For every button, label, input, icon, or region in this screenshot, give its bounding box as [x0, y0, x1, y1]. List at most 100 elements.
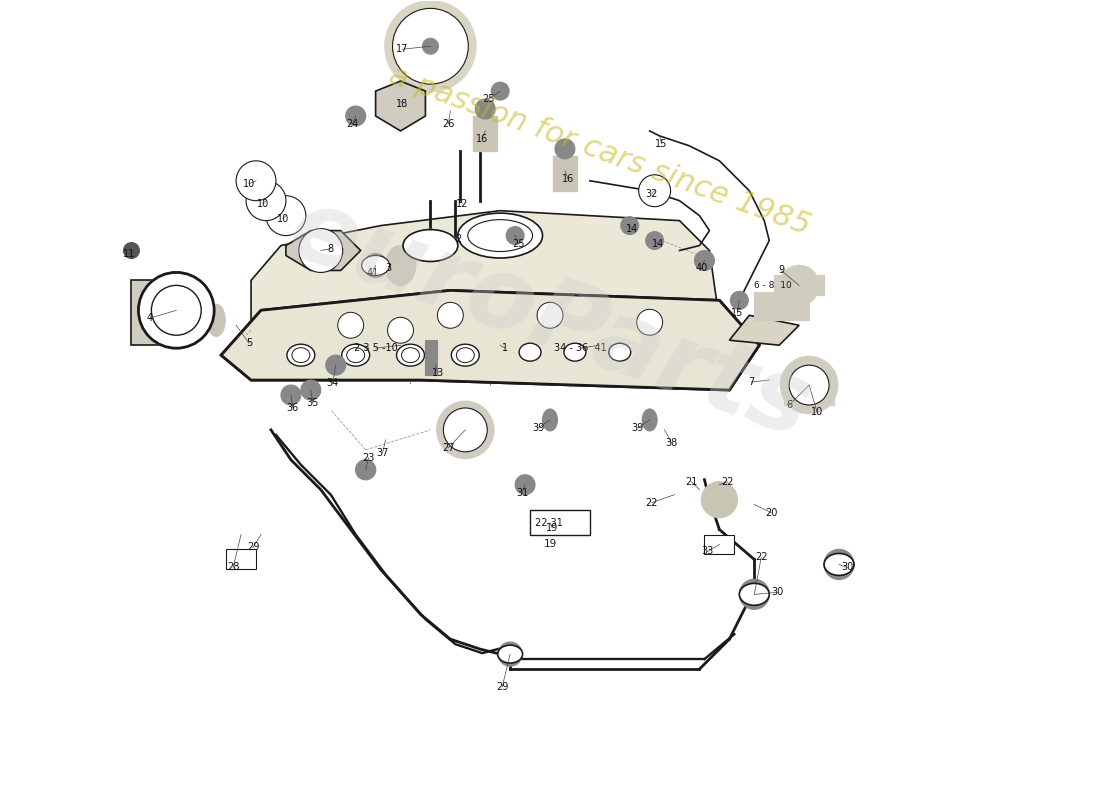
- Text: 24: 24: [346, 119, 359, 129]
- Circle shape: [393, 8, 469, 84]
- Text: 16: 16: [476, 134, 488, 144]
- Circle shape: [779, 266, 820, 306]
- Circle shape: [620, 217, 639, 234]
- Text: 34: 34: [327, 378, 339, 388]
- Ellipse shape: [362, 255, 389, 275]
- Ellipse shape: [497, 645, 522, 663]
- Ellipse shape: [458, 213, 542, 258]
- Text: 25: 25: [512, 238, 525, 249]
- Ellipse shape: [402, 348, 419, 362]
- Circle shape: [152, 286, 201, 335]
- Text: 38: 38: [666, 438, 678, 448]
- Circle shape: [739, 579, 769, 610]
- Circle shape: [646, 231, 663, 250]
- Ellipse shape: [287, 344, 315, 366]
- Circle shape: [541, 306, 559, 324]
- Text: 39: 39: [631, 423, 644, 433]
- Text: 28: 28: [227, 562, 240, 573]
- Circle shape: [387, 318, 414, 343]
- Text: 10: 10: [277, 214, 289, 224]
- Circle shape: [280, 385, 301, 405]
- Ellipse shape: [456, 348, 474, 362]
- Bar: [132, 281, 176, 345]
- Text: 14: 14: [651, 238, 663, 249]
- Circle shape: [252, 186, 279, 214]
- Text: 23: 23: [362, 453, 375, 462]
- Circle shape: [338, 312, 364, 338]
- Text: 22 31: 22 31: [535, 518, 563, 527]
- Text: 39: 39: [532, 423, 544, 433]
- Circle shape: [139, 273, 214, 348]
- Circle shape: [637, 310, 662, 335]
- Text: 10: 10: [257, 198, 270, 209]
- Text: 30: 30: [840, 562, 854, 573]
- Circle shape: [515, 474, 535, 494]
- Text: 2 3 5 -10: 2 3 5 -10: [354, 343, 397, 353]
- Text: 20: 20: [764, 508, 778, 518]
- Text: 29: 29: [496, 682, 508, 692]
- Ellipse shape: [403, 230, 458, 262]
- Ellipse shape: [642, 409, 657, 431]
- Text: 6 - 8  10: 6 - 8 10: [755, 281, 792, 290]
- Circle shape: [640, 314, 659, 331]
- Text: 13: 13: [432, 368, 444, 378]
- Ellipse shape: [403, 230, 458, 262]
- Polygon shape: [729, 315, 799, 345]
- Text: 37: 37: [376, 448, 388, 458]
- Text: 10: 10: [811, 407, 823, 417]
- Circle shape: [236, 161, 276, 201]
- Ellipse shape: [608, 343, 630, 361]
- Text: 14: 14: [626, 223, 638, 234]
- Ellipse shape: [542, 409, 558, 431]
- Circle shape: [498, 642, 522, 666]
- Circle shape: [438, 402, 493, 458]
- Text: 25: 25: [482, 94, 495, 104]
- Ellipse shape: [824, 554, 854, 575]
- Text: 12: 12: [456, 198, 469, 209]
- Text: 9: 9: [778, 266, 784, 275]
- Text: 18: 18: [396, 99, 408, 109]
- Text: 2: 2: [455, 234, 461, 243]
- Bar: [426, 340, 438, 375]
- Text: a passion for cars since 1985: a passion for cars since 1985: [385, 61, 814, 241]
- Text: 31: 31: [516, 488, 528, 498]
- Text: 34 - 36  41: 34 - 36 41: [553, 343, 606, 353]
- Circle shape: [266, 196, 306, 235]
- Polygon shape: [375, 81, 426, 131]
- Bar: [227, 550, 256, 570]
- Text: 7: 7: [748, 377, 755, 387]
- Text: 36: 36: [287, 403, 299, 413]
- Polygon shape: [221, 290, 759, 390]
- Ellipse shape: [468, 220, 532, 251]
- Polygon shape: [221, 290, 759, 390]
- Circle shape: [355, 460, 375, 480]
- Bar: [755, 292, 810, 320]
- Circle shape: [702, 482, 737, 518]
- Bar: [553, 156, 576, 190]
- Ellipse shape: [739, 583, 769, 606]
- Text: 19: 19: [543, 539, 557, 550]
- Ellipse shape: [396, 344, 425, 366]
- Circle shape: [299, 229, 343, 273]
- Bar: [784, 370, 834, 405]
- Ellipse shape: [564, 343, 586, 361]
- Text: 15: 15: [732, 308, 744, 318]
- Circle shape: [345, 106, 365, 126]
- Circle shape: [730, 291, 748, 310]
- Text: 33: 33: [702, 546, 714, 557]
- Ellipse shape: [458, 213, 542, 258]
- Circle shape: [506, 226, 524, 245]
- Text: 29: 29: [246, 542, 260, 553]
- Polygon shape: [251, 210, 729, 390]
- Circle shape: [246, 181, 286, 221]
- Circle shape: [392, 322, 409, 339]
- Text: 35: 35: [307, 398, 319, 408]
- Text: 6: 6: [786, 400, 792, 410]
- Text: 4: 4: [146, 314, 153, 323]
- Circle shape: [441, 306, 460, 324]
- Ellipse shape: [386, 246, 416, 286]
- Circle shape: [123, 242, 140, 258]
- Text: 8: 8: [328, 243, 333, 254]
- Bar: [473, 116, 497, 151]
- Circle shape: [326, 355, 345, 375]
